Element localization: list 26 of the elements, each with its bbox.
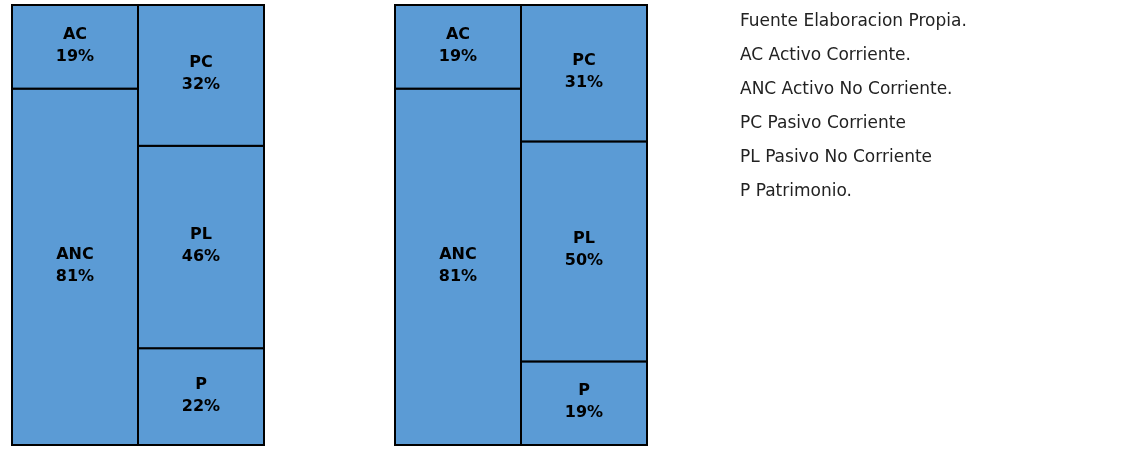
data-label: 19% — [438, 45, 478, 65]
data-label: 32% — [181, 74, 221, 94]
text: PL Pasivo No Corriente — [740, 146, 933, 166]
series-label: AC — [445, 23, 471, 43]
series-label: PL — [573, 228, 595, 248]
data-label: 19% — [564, 402, 604, 422]
series-label: PC — [572, 50, 596, 70]
series-label: ANC — [439, 243, 477, 263]
data-label: 31% — [564, 72, 604, 92]
series-label: ANC — [56, 243, 94, 263]
series-label: PC — [189, 52, 213, 72]
data-label: 50% — [564, 250, 604, 270]
text: P Patrimonio. — [740, 180, 852, 200]
text: PC Pasivo Corriente — [740, 112, 906, 132]
data-label: 19% — [55, 45, 95, 65]
text: ANC Activo No Corriente. — [740, 78, 953, 98]
series-label: AC — [62, 23, 88, 43]
data-label: 46% — [181, 246, 221, 265]
series-label: P — [195, 373, 208, 393]
series-label: PL — [190, 224, 212, 243]
source-note: Fuente Elaboracion Propia. — [740, 10, 967, 30]
data-label: 22% — [181, 395, 221, 415]
data-label: 81% — [55, 265, 95, 285]
data-label: 81% — [438, 265, 478, 285]
text: AC Activo Corriente. — [740, 44, 911, 64]
series-label: P — [578, 380, 591, 400]
